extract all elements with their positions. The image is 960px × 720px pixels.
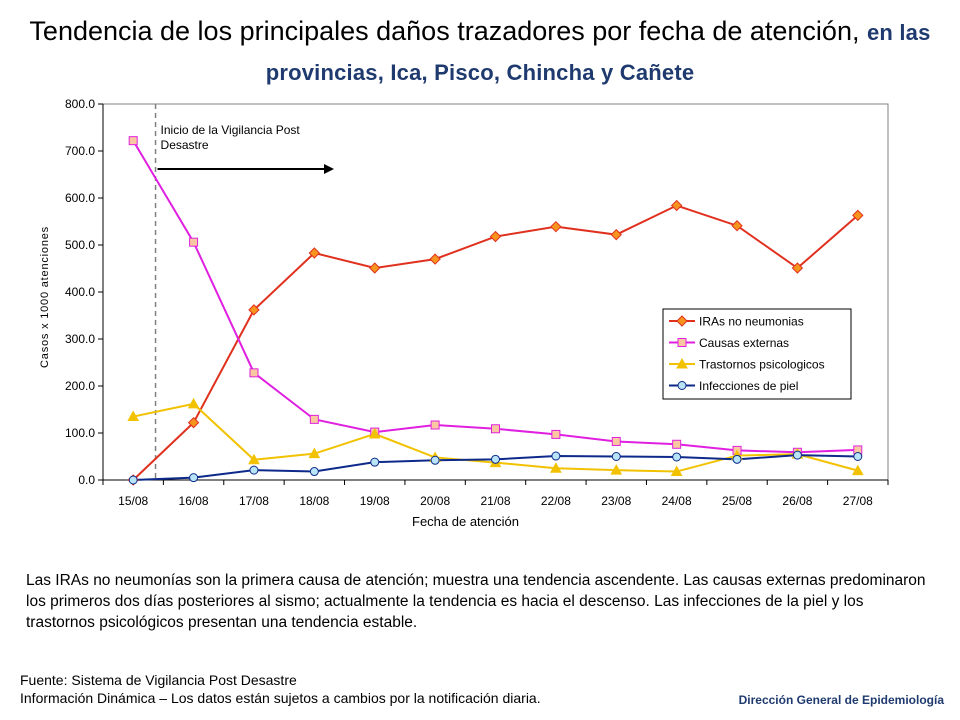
data-point-trastornos-psicologicos [610, 464, 623, 475]
data-point-iras-no-neumonias [308, 247, 321, 259]
x-tick-label: 15/08 [118, 494, 148, 508]
y-axis-title: Casos x 1000 atenciones [39, 226, 51, 368]
plot-area-frame [102, 103, 889, 481]
data-point-trastornos-psicologicos [670, 465, 683, 477]
x-tick-label: 16/08 [179, 494, 209, 508]
data-point-infecciones-de-piel [853, 452, 863, 461]
line-chart: 0.0 100.0 200.0 300.0 400.0 500.0 600.0 700.0 80… [39, 97, 889, 529]
y-tick-label: 100.0 [65, 426, 95, 440]
x-tick-label: 26/08 [782, 494, 812, 508]
data-point-iras-no-neumonias [610, 228, 622, 241]
data-point-causas-externas [551, 429, 561, 439]
y-tick-label: 300.0 [65, 332, 95, 346]
data-point-iras-no-neumonias [187, 416, 200, 429]
source-note: Fuente: Sistema de Vigilancia Post Desas… [20, 671, 541, 707]
data-point-iras-no-neumonias [248, 304, 260, 316]
data-point-infecciones-de-piel [189, 473, 199, 483]
data-point-infecciones-de-piel [551, 451, 561, 461]
series-line-causas-externas [132, 140, 858, 454]
source-line-1: Fuente: Sistema de Vigilancia Post Desas… [20, 672, 297, 688]
chart-title: Tendencia de los principales daños traza… [0, 12, 960, 92]
x-tick-label: 18/08 [299, 494, 329, 508]
source-line-2: Información Dinámica – Los datos están s… [20, 690, 541, 706]
data-point-trastornos-psicologicos [851, 464, 864, 476]
annotation-text: Desastre [161, 138, 209, 152]
x-tick-label: 17/08 [239, 494, 269, 508]
data-point-infecciones-de-piel [249, 465, 259, 475]
data-point-causas-externas [430, 420, 440, 430]
data-point-iras-no-neumonias [489, 230, 502, 243]
x-tick-label: 23/08 [601, 494, 631, 508]
data-point-trastornos-psicologicos [127, 410, 140, 422]
x-tick-label: 20/08 [420, 494, 450, 508]
x-tick-label: 24/08 [662, 494, 692, 508]
data-point-trastornos-psicologicos [550, 462, 562, 473]
x-axis-title: Fecha de atención [412, 514, 519, 529]
data-point-trastornos-psicologicos [368, 427, 381, 439]
legend-label: Trastornos psicologicos [699, 358, 825, 372]
y-tick-label: 400.0 [65, 285, 95, 299]
y-tick-label: 800.0 [65, 97, 95, 111]
data-point-infecciones-de-piel [672, 452, 682, 462]
chart-description: Las IRAs no neumonías son la primera cau… [26, 572, 926, 631]
data-point-infecciones-de-piel [370, 457, 380, 467]
data-point-causas-externas [491, 424, 500, 434]
legend-label: Causas externas [699, 336, 789, 350]
title-main: Tendencia de los principales daños traza… [29, 16, 860, 46]
data-point-iras-no-neumonias [731, 220, 743, 232]
y-tick-label: 600.0 [65, 191, 95, 205]
legend-marker [676, 315, 688, 327]
data-point-causas-externas [611, 436, 621, 446]
x-tick-label: 21/08 [480, 494, 510, 508]
y-tick-label: 500.0 [65, 238, 95, 252]
legend-box [662, 308, 852, 400]
data-point-infecciones-de-piel [309, 467, 319, 477]
x-tick-label: 27/08 [843, 494, 873, 508]
legend-marker [677, 381, 687, 390]
data-point-iras-no-neumonias [852, 209, 864, 222]
x-tick-label: 22/08 [541, 494, 571, 508]
data-point-causas-externas [128, 136, 138, 146]
data-point-causas-externas [189, 237, 199, 247]
data-point-infecciones-de-piel [611, 452, 621, 461]
legend-marker [677, 338, 687, 347]
data-point-iras-no-neumonias [429, 253, 441, 265]
annotation-arrowhead [324, 164, 334, 174]
data-point-trastornos-psicologicos [187, 397, 200, 409]
legend-label: IRAs no neumonias [699, 315, 804, 329]
legend-marker [676, 357, 688, 369]
data-point-causas-externas [249, 368, 259, 378]
data-point-iras-no-neumonias [670, 199, 683, 212]
department-name: Dirección General de Epidemiología [738, 693, 944, 707]
annotation-text: Inicio de la Vigilancia Post [161, 123, 301, 137]
data-point-causas-externas [309, 414, 319, 424]
data-point-infecciones-de-piel [732, 454, 742, 464]
data-point-iras-no-neumonias [369, 262, 381, 274]
data-point-iras-no-neumonias [550, 220, 562, 233]
y-tick-label: 200.0 [65, 379, 95, 393]
x-tick-label: 19/08 [360, 494, 390, 508]
data-point-trastornos-psicologicos [308, 447, 321, 459]
data-point-causas-externas [672, 439, 682, 449]
data-point-infecciones-de-piel [792, 450, 802, 460]
legend-label: Infecciones de piel [699, 379, 798, 393]
y-tick-label: 700.0 [65, 144, 95, 158]
x-tick-label: 25/08 [722, 494, 752, 508]
data-point-infecciones-de-piel [128, 475, 138, 485]
y-tick-label: 0.0 [78, 473, 95, 487]
data-point-iras-no-neumonias [791, 262, 804, 274]
data-point-infecciones-de-piel [491, 454, 500, 464]
title-subtitle: en las provincias, Ica, Pisco, Chincha y… [265, 20, 931, 85]
data-point-infecciones-de-piel [430, 455, 440, 465]
data-point-trastornos-psicologicos [248, 453, 260, 465]
